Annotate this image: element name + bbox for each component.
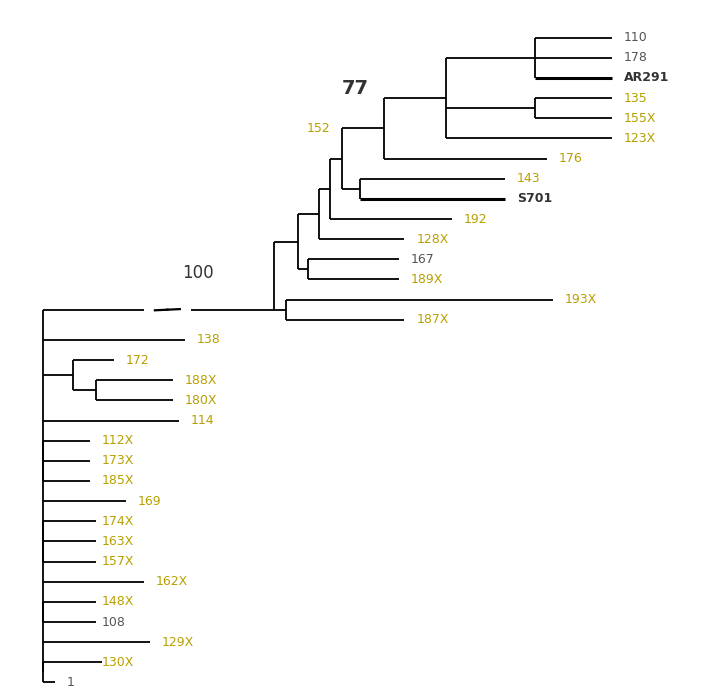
Text: 172: 172 (126, 354, 150, 367)
Text: 192: 192 (464, 213, 487, 225)
Text: 123X: 123X (624, 132, 656, 145)
Text: 169: 169 (138, 495, 161, 508)
Text: 185X: 185X (102, 475, 135, 487)
Text: AR291: AR291 (624, 71, 669, 85)
Text: 187X: 187X (416, 314, 449, 326)
Text: S701: S701 (517, 193, 552, 205)
Text: 176: 176 (559, 152, 582, 165)
Text: 180X: 180X (185, 394, 217, 407)
Text: 130X: 130X (102, 656, 135, 668)
Text: 193X: 193X (564, 293, 597, 306)
Text: 138: 138 (197, 333, 221, 346)
Text: 108: 108 (102, 615, 126, 629)
Text: 152: 152 (307, 122, 330, 135)
Text: 112X: 112X (102, 434, 135, 447)
Text: 128X: 128X (416, 232, 449, 246)
Text: 148X: 148X (102, 596, 135, 608)
Text: 1: 1 (66, 676, 74, 689)
Text: 189X: 189X (410, 273, 443, 286)
Text: 188X: 188X (185, 374, 217, 386)
Text: 178: 178 (624, 51, 648, 64)
Text: 162X: 162X (156, 575, 188, 588)
Text: 143: 143 (517, 172, 541, 186)
Text: 157X: 157X (102, 555, 135, 568)
Text: 100: 100 (182, 265, 214, 282)
Text: 110: 110 (624, 32, 647, 44)
Text: 155X: 155X (624, 112, 656, 125)
Text: 167: 167 (410, 253, 434, 266)
Text: 163X: 163X (102, 535, 135, 548)
Text: 173X: 173X (102, 454, 135, 468)
Text: 174X: 174X (102, 514, 135, 528)
Text: 135: 135 (624, 92, 647, 104)
Text: 114: 114 (191, 414, 215, 427)
Text: 77: 77 (342, 78, 369, 97)
Text: 129X: 129X (161, 636, 194, 649)
